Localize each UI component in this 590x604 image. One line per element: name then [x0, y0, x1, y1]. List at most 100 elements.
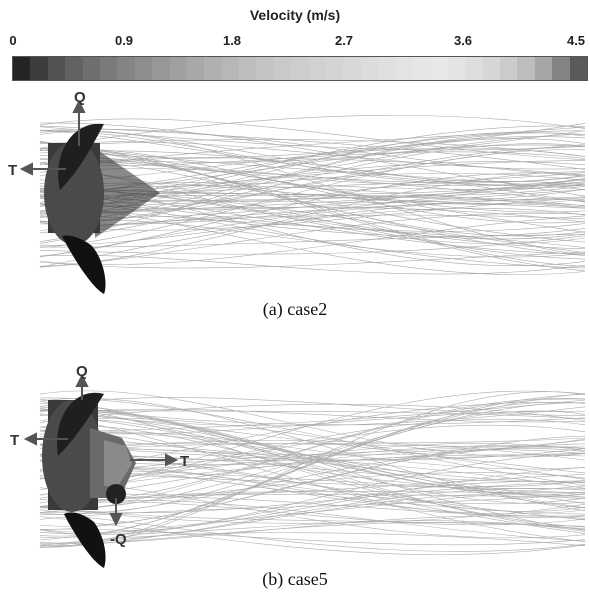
- t-left-label: T: [10, 432, 19, 449]
- q-arrow: [75, 373, 89, 400]
- streamline: [39, 431, 586, 470]
- colorbar-swatch: [499, 57, 518, 80]
- streamline: [39, 254, 586, 275]
- colorbar-swatch: [273, 57, 292, 80]
- streamline: [39, 406, 586, 512]
- propeller-blade-upper: [58, 123, 104, 190]
- streamline: [39, 515, 586, 545]
- neg-q-label: -Q: [110, 531, 127, 548]
- streamline: [39, 488, 586, 548]
- caption-case2: (a) case2: [262, 299, 328, 319]
- streamline: [39, 408, 586, 423]
- velocity-colorbar: [12, 56, 588, 81]
- colorbar-swatch: [552, 57, 570, 80]
- streamline: [39, 425, 586, 528]
- colorbar-swatch: [395, 57, 413, 80]
- streamline: [39, 148, 586, 272]
- streamline: [39, 410, 586, 539]
- streamline: [39, 251, 586, 269]
- colorbar-swatch: [117, 57, 135, 80]
- q-label: Q: [74, 89, 86, 106]
- streamline: [39, 142, 586, 170]
- streamline: [39, 125, 586, 170]
- colorbar-swatch: [134, 57, 153, 80]
- colorbar-tick-label: 1.8: [222, 33, 242, 48]
- streamline: [39, 417, 586, 480]
- colorbar-swatch: [517, 57, 535, 80]
- streamline: [39, 390, 586, 458]
- streamline: [39, 448, 586, 527]
- colorbar-swatch: [343, 57, 361, 80]
- colorbar-swatch: [534, 57, 553, 80]
- streamline: [39, 532, 586, 547]
- streamline: [39, 129, 586, 183]
- colorbar-swatch: [99, 57, 118, 80]
- colorbar-swatch: [465, 57, 483, 80]
- colorbar-swatch: [430, 57, 448, 80]
- streamline: [39, 141, 586, 243]
- propeller-blade-lower: [62, 235, 106, 294]
- panel-case2: Q T: [0, 88, 590, 303]
- propeller-blade-upper: [57, 392, 104, 456]
- colorbar-tick-label: 2.7: [334, 33, 354, 48]
- streamline: [39, 493, 586, 507]
- streamline: [39, 235, 586, 255]
- colorbar-swatch: [256, 57, 274, 80]
- streamline: [39, 409, 586, 495]
- streamline: [39, 467, 586, 533]
- aft-rotor: [90, 428, 136, 504]
- streamline: [39, 149, 586, 248]
- propeller-streamlines-case5: Q T T -Q: [10, 363, 586, 568]
- t-label: T: [8, 162, 17, 179]
- streamline: [39, 414, 586, 509]
- streamline: [39, 141, 586, 233]
- streamline: [39, 212, 586, 268]
- streamline: [39, 115, 586, 149]
- colorbar-tick-label: 0.9: [114, 33, 134, 48]
- neg-q-arrow: [109, 498, 123, 527]
- streamline: [39, 215, 586, 265]
- t-right-arrow: [130, 453, 179, 467]
- streamline: [39, 207, 586, 246]
- streamline: [39, 181, 586, 244]
- colorbar-swatch: [447, 57, 466, 80]
- colorbar-swatch: [360, 57, 379, 80]
- panel-case5: Q T T -Q: [0, 358, 590, 573]
- caption-case5: (b) case5: [262, 569, 328, 589]
- streamline: [39, 512, 586, 552]
- streamline: [39, 123, 586, 158]
- streamline: [39, 139, 586, 157]
- streamline: [39, 496, 586, 517]
- colorbar-swatch: [569, 57, 587, 80]
- streamline: [39, 409, 586, 474]
- streamline: [39, 397, 586, 416]
- streamline: [39, 397, 586, 511]
- streamline: [39, 397, 586, 486]
- colorbar-swatch: [82, 57, 100, 80]
- colorbar-swatch: [482, 57, 500, 80]
- streamline: [39, 520, 586, 535]
- streamline: [39, 148, 586, 224]
- colorbar-swatch: [221, 57, 240, 80]
- colorbar-swatch: [412, 57, 431, 80]
- colorbar-swatch: [186, 57, 205, 80]
- streamline: [39, 171, 586, 267]
- colorbar-swatch: [13, 57, 31, 80]
- streamline: [39, 499, 586, 542]
- t-left-arrow: [23, 432, 68, 446]
- streamline: [39, 172, 586, 257]
- streamline: [39, 118, 586, 161]
- propeller-streamlines-case2: Q T: [8, 89, 586, 294]
- t-right-label: T: [180, 453, 189, 470]
- t-arrow: [19, 162, 66, 176]
- colorbar-tick-label: 0: [9, 33, 17, 48]
- streamline: [39, 419, 586, 505]
- colorbar-swatch: [204, 57, 222, 80]
- colorbar-swatch: [239, 57, 257, 80]
- colorbar-swatch: [169, 57, 187, 80]
- streamline: [39, 122, 586, 197]
- streamline: [39, 485, 586, 541]
- q-arrow: [72, 99, 86, 146]
- streamline: [39, 506, 586, 527]
- streamline: [39, 393, 586, 510]
